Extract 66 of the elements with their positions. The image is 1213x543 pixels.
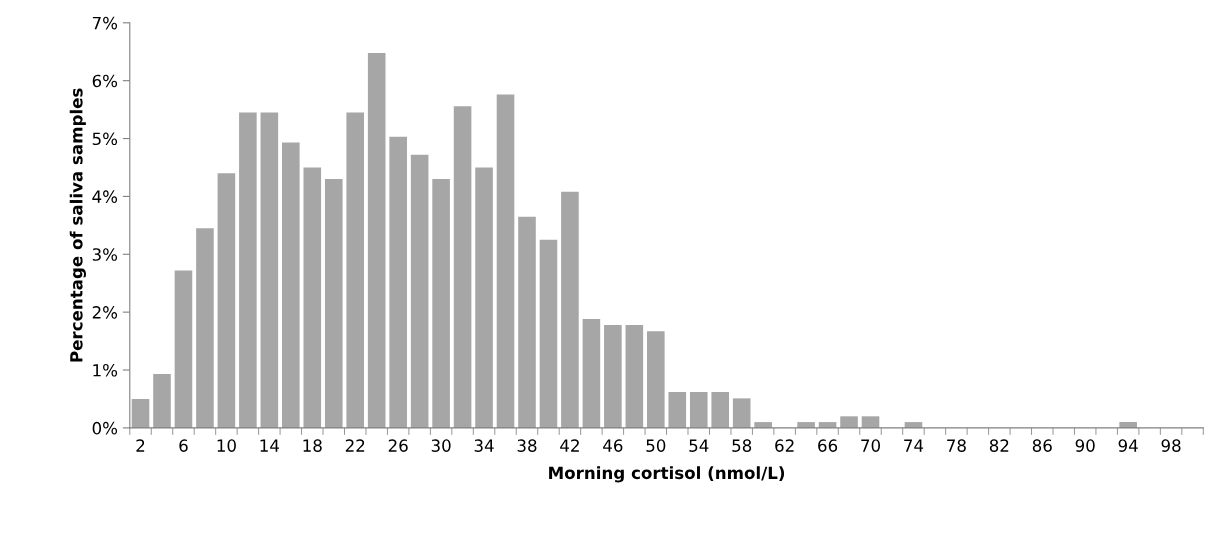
bar	[131, 398, 150, 428]
y-tick-label: 0%	[92, 421, 118, 435]
x-tick-label: 62	[775, 439, 794, 452]
x-tick-label: 2	[136, 439, 145, 452]
x-tick-label: 30	[431, 439, 451, 452]
x-tick-label: 26	[388, 439, 408, 452]
bar	[861, 416, 880, 428]
x-tick-label: 90	[1075, 439, 1095, 452]
bar	[453, 106, 472, 428]
x-tick-label: 42	[560, 439, 579, 452]
bar	[324, 179, 343, 428]
bar	[153, 374, 171, 428]
bar	[561, 191, 579, 428]
bar	[303, 167, 322, 428]
bar	[711, 392, 730, 428]
bar	[239, 112, 257, 428]
bar	[260, 112, 279, 428]
bar	[647, 331, 665, 428]
y-tick-label: 4%	[92, 190, 118, 203]
bar	[475, 167, 493, 428]
bar	[282, 142, 300, 428]
x-tick-label: 74	[904, 439, 924, 452]
x-tick-label: 34	[474, 439, 494, 452]
x-tick-label: 70	[861, 439, 881, 452]
y-tick-label: 3%	[92, 248, 118, 261]
y-tick-label: 1%	[93, 363, 118, 377]
bar	[389, 136, 407, 428]
x-tick-label: 58	[732, 439, 752, 452]
x-tick-label: 86	[1032, 439, 1052, 452]
bar	[432, 179, 450, 428]
bar	[217, 173, 236, 428]
x-tick-label: 78	[947, 439, 966, 452]
x-tick-label: 46	[603, 439, 623, 452]
bar	[582, 319, 601, 428]
x-tick-label: 14	[260, 439, 280, 452]
bar	[604, 324, 622, 428]
x-tick-label: 10	[217, 439, 236, 452]
y-tick-label: 2%	[92, 306, 118, 319]
y-tick-label: 6%	[92, 74, 118, 88]
x-tick-label: 22	[345, 439, 365, 452]
x-tick-label: 82	[989, 439, 1009, 452]
bar	[496, 94, 515, 428]
x-tick-label: 94	[1118, 439, 1138, 452]
bar	[840, 416, 858, 428]
bar	[668, 392, 687, 428]
x-tick-label: 18	[303, 439, 322, 452]
y-axis-title: Percentage of saliva samples	[69, 88, 86, 362]
x-tick-label: 54	[689, 439, 709, 452]
bar	[689, 392, 708, 428]
bar	[410, 154, 429, 428]
x-tick-label: 98	[1161, 439, 1181, 452]
bar	[625, 324, 644, 428]
bar	[196, 228, 214, 428]
x-tick-label: 6	[179, 439, 188, 452]
bar	[346, 112, 365, 428]
x-tick-label: 66	[818, 439, 838, 452]
y-tick-label: 7%	[92, 16, 118, 30]
bar	[539, 239, 558, 428]
bar	[174, 270, 193, 428]
y-tick-label: 5%	[92, 132, 118, 146]
x-tick-label: 38	[517, 439, 537, 452]
bar	[732, 398, 751, 428]
x-axis-title: Morning cortisol (nmol/L)	[549, 466, 785, 483]
x-tick-label: 50	[646, 439, 666, 452]
bar	[518, 216, 536, 428]
bar	[367, 52, 386, 428]
